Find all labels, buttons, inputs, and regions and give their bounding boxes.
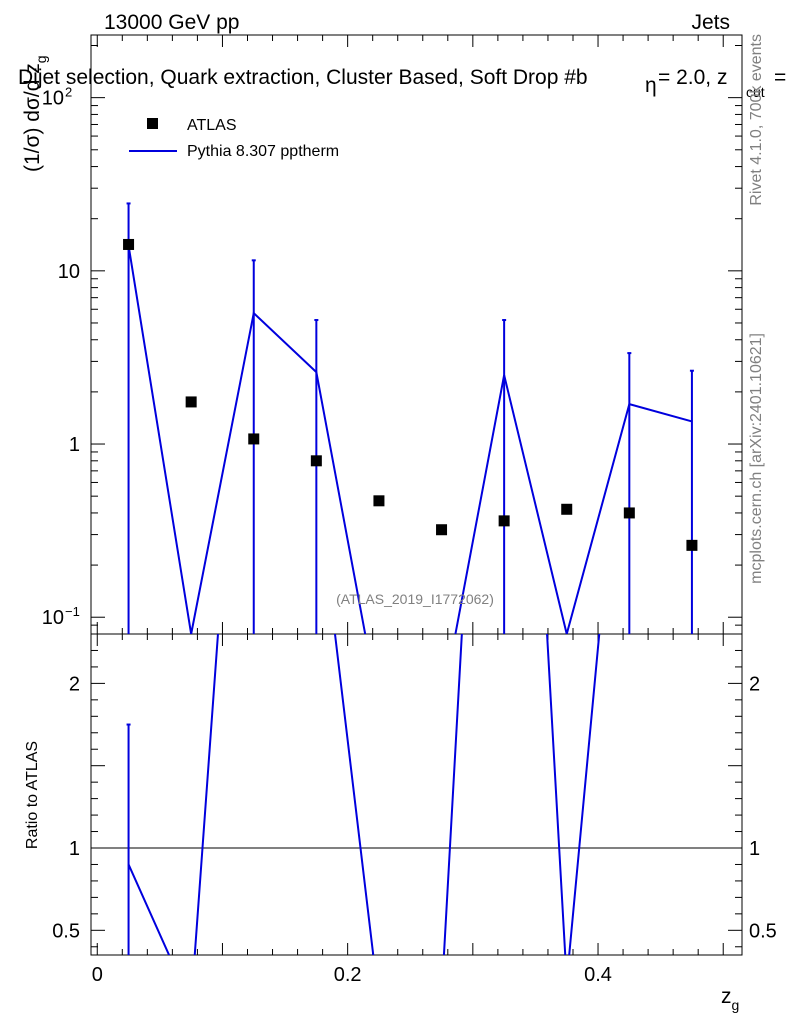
y-tick-label-ratio: 2: [69, 673, 80, 695]
y-axis-title-ratio: Ratio to ATLAS: [24, 741, 41, 849]
data-point: [498, 515, 510, 527]
data-point: [373, 495, 385, 507]
y-tick-label-ratio-right: 0.5: [749, 920, 777, 942]
data-point: [436, 524, 448, 536]
legend-data-marker: [147, 118, 158, 129]
plot-title: Dijet selection, Quark extraction, Clust…: [18, 66, 588, 89]
y-tick-label-main: 10: [58, 261, 80, 283]
main-series-layer: [123, 202, 698, 634]
plot-title-eta: η: [645, 74, 657, 97]
plot-title-beta: = 2.0, z: [658, 66, 727, 89]
mc-line: [127, 245, 693, 634]
rivet-label: Rivet 4.1.0, 700k events: [748, 34, 765, 206]
data-point: [248, 433, 260, 445]
legend-data-label: ATLAS: [187, 117, 237, 134]
category-label: Jets: [691, 11, 730, 34]
legend: ATLAS Pythia 8.307 pptherm: [129, 117, 339, 160]
y-tick-label-main: 10: [42, 88, 64, 110]
data-point: [123, 238, 135, 250]
mcplots-label: mcplots.cern.ch [arXiv:2401.10621]: [748, 333, 765, 584]
y-axis-title-main-sub: g: [33, 55, 49, 63]
data-point: [310, 455, 322, 467]
y-tick-label-main-exp: 2: [65, 85, 72, 100]
data-point: [185, 396, 197, 408]
energy-label: 13000 GeV pp: [104, 11, 239, 34]
x-tick-label: 0.4: [584, 964, 612, 986]
data-point: [623, 507, 635, 519]
x-tick-label: 0.2: [334, 964, 362, 986]
x-axis-title-sub: g: [732, 997, 740, 1013]
y-tick-label-main: 1: [69, 434, 80, 456]
y-tick-label-ratio-right: 1: [749, 838, 760, 860]
x-tick-label: 0: [92, 964, 103, 986]
legend-mc-label: Pythia 8.307 pptherm: [187, 143, 339, 160]
y-axis-title-main: (1/σ) dσ/d zg: [21, 55, 49, 172]
data-point: [686, 539, 698, 551]
plot-title-eq: =: [774, 66, 786, 89]
plot-title-cut: cut: [746, 84, 765, 100]
y-tick-label-ratio: 1: [69, 838, 80, 860]
data-point: [561, 503, 573, 515]
ratio-series-layer: [126, 634, 601, 955]
x-axis-title: zg: [721, 985, 739, 1013]
y-tick-label-ratio-right: 2: [749, 673, 760, 695]
ratio-panel-frame: [90, 633, 743, 956]
ratio-line: [127, 634, 601, 955]
y-tick-label-main-exp: −1: [65, 604, 80, 619]
y-tick-label-main: 10: [42, 607, 64, 629]
analysis-watermark: (ATLAS_2019_I1772062): [336, 591, 494, 607]
y-tick-label-ratio: 0.5: [52, 920, 80, 942]
axis-ticks: [91, 35, 742, 955]
